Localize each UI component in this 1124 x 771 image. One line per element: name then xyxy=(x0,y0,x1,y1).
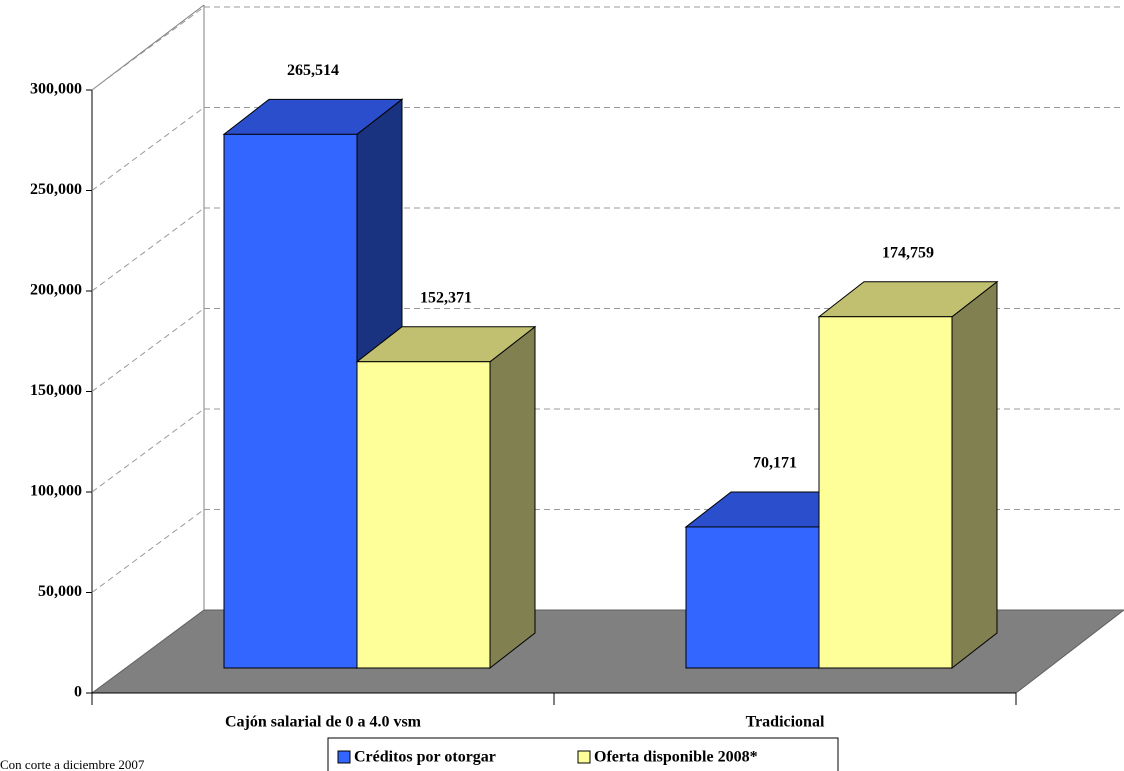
y-tick-label: 250,000 xyxy=(30,181,82,198)
bar xyxy=(685,526,820,669)
y-tick-label: 200,000 xyxy=(30,282,82,299)
bar-side xyxy=(489,325,536,670)
grid-line xyxy=(91,408,205,493)
grid-line xyxy=(91,509,205,593)
grid-line xyxy=(91,207,205,292)
footnote: Con corte a diciembre 2007 xyxy=(0,757,145,771)
y-tick-label: 300,000 xyxy=(30,81,82,98)
x-tick-label: Cajón salarial de 0 a 4.0 vsm xyxy=(225,714,422,731)
bar xyxy=(356,361,491,669)
value-label: 174,759 xyxy=(882,244,934,261)
value-label: 265,514 xyxy=(287,62,339,79)
value-label: 70,171 xyxy=(753,455,797,472)
y-tick-label: 150,000 xyxy=(30,382,82,399)
legend-swatch xyxy=(337,750,351,764)
legend-swatch xyxy=(577,750,591,764)
y-tick-label: 50,000 xyxy=(38,583,82,600)
y-tick-label: 0 xyxy=(74,684,82,701)
bar xyxy=(818,316,953,669)
bar-side xyxy=(951,280,998,670)
bar xyxy=(223,133,358,669)
grid-line xyxy=(91,6,205,91)
value-label: 152,371 xyxy=(420,289,472,306)
x-tick-label: Tradicional xyxy=(746,714,825,731)
legend-label: Créditos por otorgar xyxy=(354,749,496,766)
grid-line xyxy=(91,107,205,191)
grid-line xyxy=(91,308,205,392)
y-tick-label: 100,000 xyxy=(30,483,82,500)
legend-label: Oferta disponible 2008* xyxy=(594,749,758,766)
